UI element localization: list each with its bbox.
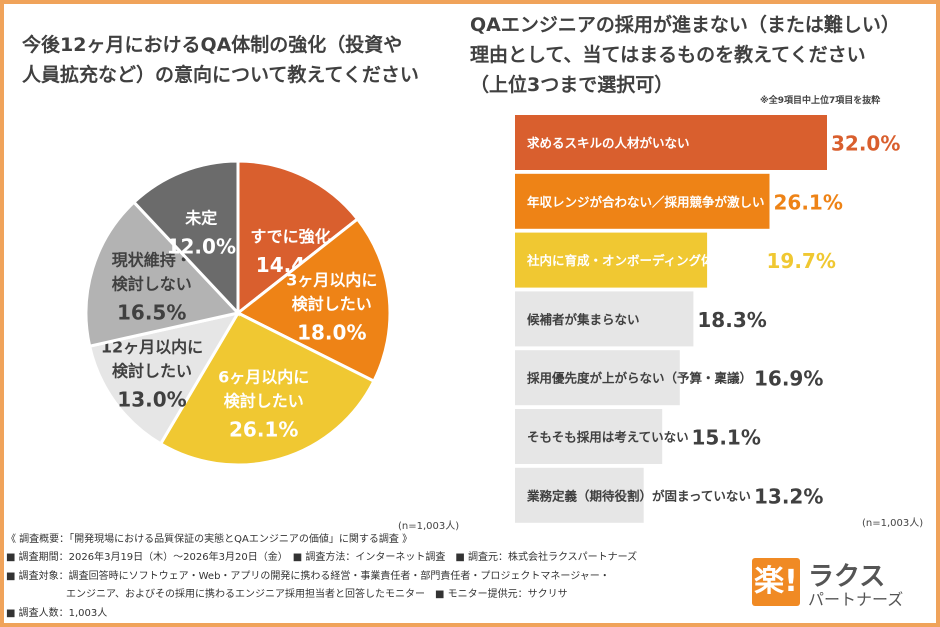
pie-slice-5	[131, 159, 240, 317]
pie-slice-label-2-0: 6ヶ月以内に	[218, 368, 309, 387]
pie-chart-title: 今後12ヶ月におけるQA体制の強化（投資や 人員拡充など）の意向について教えてく…	[22, 34, 419, 86]
company-logo: 楽! ラクス パートナーズ	[752, 558, 922, 610]
pie-slice-value-3: 13.0%	[117, 387, 186, 411]
logo-name: ラクス	[808, 562, 886, 592]
logo-subtitle: パートナーズ	[808, 590, 904, 609]
bar-sample-size: (n=1,003人)	[862, 518, 924, 529]
bar-value-label-2: 19.7%	[767, 249, 836, 273]
bar-value-label-3: 18.3%	[697, 308, 766, 332]
bar-category-label-6: 業務定義（期待役割）が固まっていない	[526, 488, 751, 503]
bar-value-label-4: 16.9%	[754, 367, 823, 391]
survey-target-line-2: エンジニア、およびその採用に携わるエンジニア採用担当者と回答したモニター ■ モ…	[6, 589, 568, 601]
pie-slice-value-1: 18.0%	[297, 321, 366, 345]
pie-slice-value-5: 12.0%	[167, 235, 236, 259]
bar-3	[515, 291, 694, 347]
bar-2	[515, 232, 708, 288]
bar-value-label-6: 13.2%	[754, 484, 823, 508]
bar-category-label-4: 採用優先度が上がらない（予算・稟議）	[527, 371, 752, 386]
pie-slice-value-4: 16.5%	[117, 301, 186, 325]
bar-6	[515, 467, 644, 523]
pie-slice-label-4-1: 検討しない	[112, 275, 192, 294]
bar-value-label-0: 32.0%	[831, 132, 900, 156]
bar-value-label-1: 26.1%	[774, 190, 843, 214]
pie-label-5: 未定 12.0%	[167, 209, 236, 259]
survey-footer: 《 調査概要：「開発現場における品質保証の実態とQAエンジニアの価値」に関する調…	[6, 531, 746, 623]
bar-5	[515, 409, 663, 464]
pie-slice-label-5-0: 未定	[184, 209, 217, 228]
pie-label-4: 現状維持・検討しない 16.5%	[112, 251, 192, 325]
logo-mark: 楽!	[752, 558, 800, 606]
pie-slice-0	[236, 159, 360, 317]
bar-0	[515, 115, 827, 170]
survey-count: ■ 調査人数：1,003人	[6, 607, 108, 619]
survey-target-line-1: ■ 調査対象：調査回答時にソフトウェア・Web・アプリの開発に携わる経営・事業責…	[6, 570, 610, 582]
pie-sample-size: (n=1,003人)	[398, 521, 460, 532]
pie-slice-label-1-1: 検討したい	[292, 295, 372, 314]
bar-category-label-0: 求めるスキルの人材がいない	[527, 136, 690, 151]
pie-slice-label-0-0: すでに強化	[250, 227, 330, 246]
pie-slice-label-4-0: 現状維持・	[112, 251, 192, 270]
survey-overview: 《 調査概要：「開発現場における品質保証の実態とQAエンジニアの価値」に関する調…	[6, 534, 413, 545]
pie-slice-2	[158, 311, 376, 467]
bar-category-label-3: 候補者が集まらない	[527, 312, 640, 327]
bar-1	[515, 173, 770, 229]
bar-value-label-5: 15.1%	[692, 426, 761, 450]
bar-category-label-5: そもそも採用は考えていない	[527, 430, 689, 445]
pie-slice-label-1-0: 3ヶ月以内に	[286, 271, 377, 290]
pie-slice-1	[235, 216, 392, 384]
pie-slice-label-3-1: 検討したい	[112, 361, 192, 380]
pie-slice-3	[87, 310, 242, 446]
pie-slice-label-2-1: 検討したい	[224, 392, 304, 411]
bar-chart-title: QAエンジニアの採用が進まない（または難しい） 理由として、当てはまるものを教え…	[470, 14, 900, 96]
pie-slice-4	[84, 200, 241, 348]
bar-4	[515, 350, 680, 406]
pie-slice-label-3-0: 12ヶ月以内に	[101, 337, 203, 356]
survey-period: ■ 調査期間：2026年3月19日（木）～2026年3月20日（金） ■ 調査方…	[6, 552, 638, 564]
bar-category-label-1: 年収レンジが合わない／採用競争が激しい	[527, 194, 765, 209]
bar-chart-note: ※全9項目中上位7項目を抜粋	[760, 96, 881, 106]
bar-category-label-2: 社内に育成・オンボーディング体制がない	[526, 253, 764, 268]
pie-slice-value-2: 26.1%	[229, 418, 298, 442]
